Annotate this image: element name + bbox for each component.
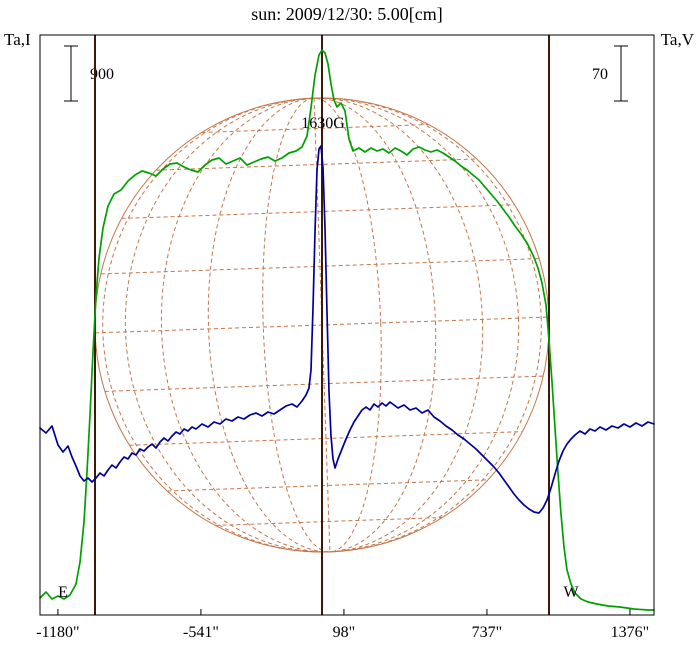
x-tick-label: -1180"	[36, 624, 79, 641]
x-axis-ticks	[57, 609, 631, 615]
x-tick-label: 1376"	[611, 624, 650, 641]
intensity-curve	[39, 49, 655, 611]
chart-title: sun: 2009/12/30: 5.00[cm]	[251, 4, 443, 24]
x-axis-labels: -1180" -541" 98" 737" 1376"	[36, 624, 649, 641]
latitude-line	[167, 479, 489, 492]
active-region-label: 1630G	[301, 115, 345, 132]
latitude-line	[155, 158, 477, 171]
polarization-curve	[39, 145, 655, 514]
right-axis-label: Ta,V	[661, 30, 695, 49]
meridian-line	[262, 97, 382, 553]
latitude-line	[104, 375, 544, 392]
east-limb-label: E	[58, 584, 68, 601]
left-axis-label: Ta,I	[4, 30, 31, 49]
right-scale-bar	[614, 45, 628, 102]
left-scale-value: 900	[90, 66, 114, 83]
x-tick-label: 98"	[333, 624, 356, 641]
plot-frame	[39, 34, 655, 616]
x-tick-label: -541"	[183, 624, 219, 641]
scan-curves	[39, 49, 655, 611]
west-limb-label: W	[563, 584, 579, 601]
left-scale-bar	[64, 45, 78, 102]
right-scale-value: 70	[592, 66, 608, 83]
latitude-line	[129, 431, 523, 446]
x-tick-label: 737"	[472, 624, 503, 641]
